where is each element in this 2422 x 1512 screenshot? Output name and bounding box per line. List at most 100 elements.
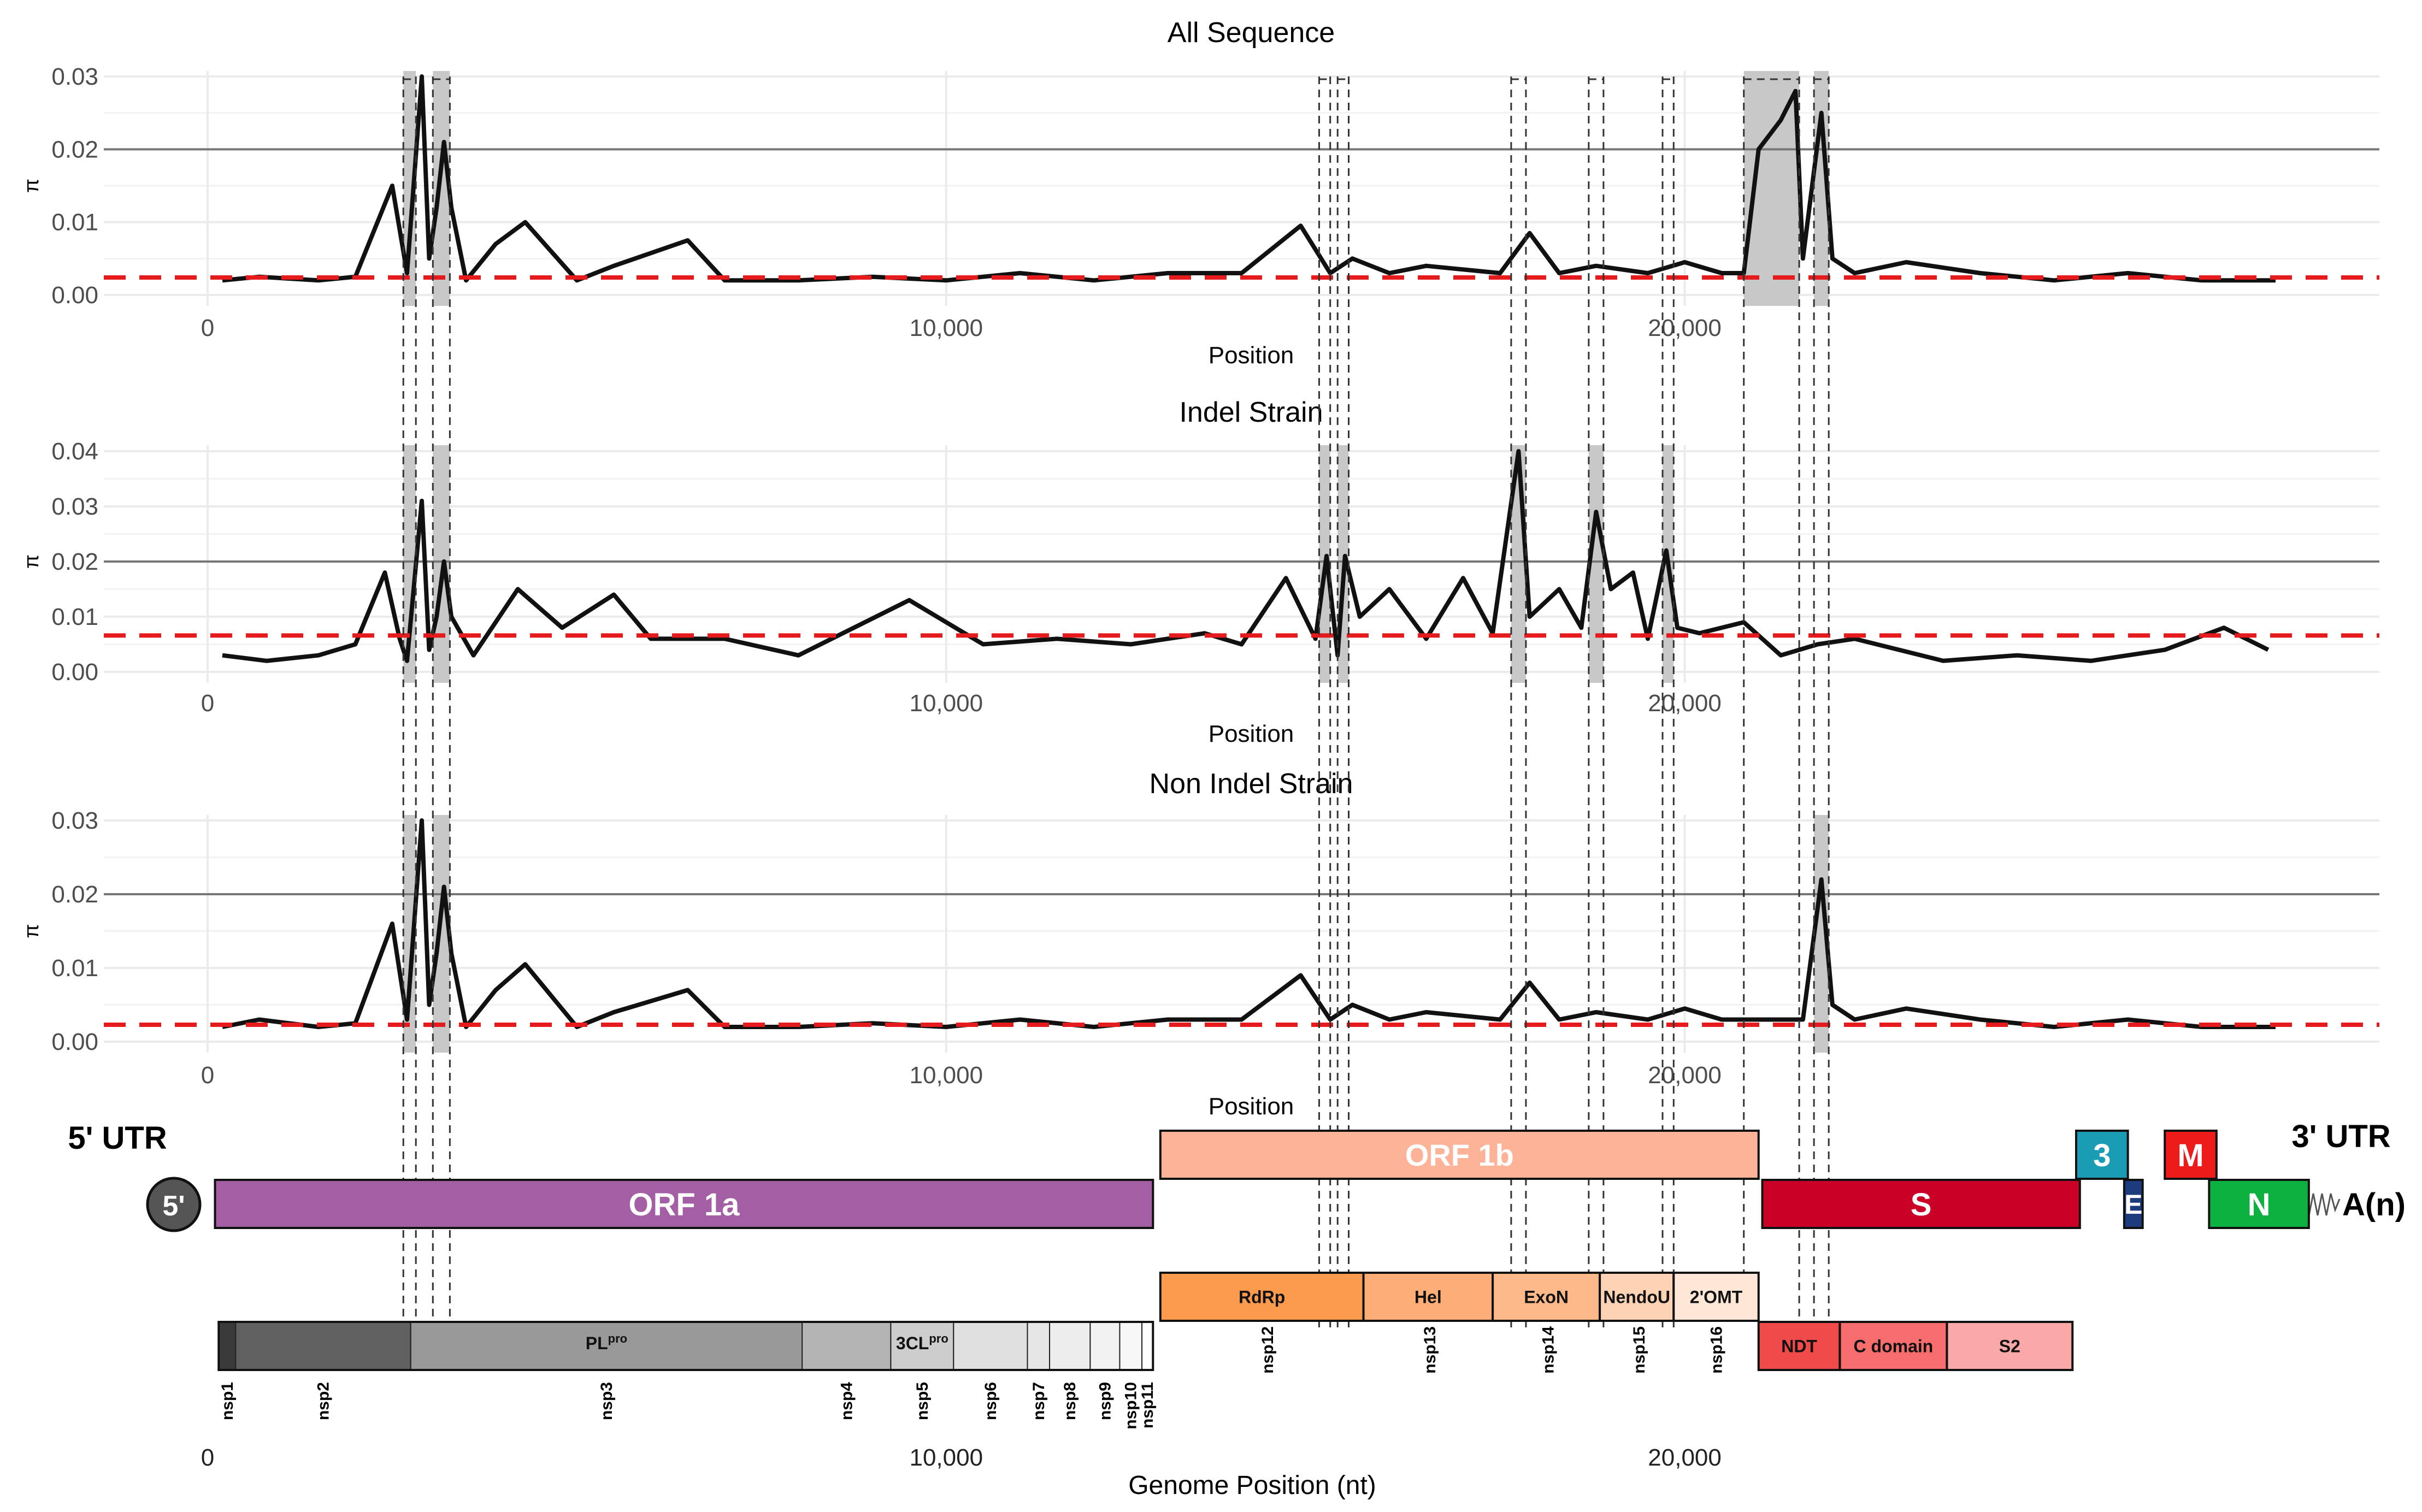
nsp14-label: nsp14 xyxy=(1539,1326,1557,1374)
domain-ndt-label: NDT xyxy=(1781,1337,1817,1356)
y-tick-label: 0.01 xyxy=(51,955,98,982)
panel-2: 0.00 0.01 0.02 0.03 0.04 0 10,000 20,000 Indel S… xyxy=(20,397,2379,747)
utr3-label: 3' UTR xyxy=(2291,1119,2390,1154)
nsp10-box xyxy=(1119,1321,1143,1371)
nsp3-box xyxy=(410,1321,803,1371)
y-tick-label: 0.00 xyxy=(51,282,98,309)
orf-e-label: E xyxy=(2124,1189,2142,1220)
y-tick-label: 0.01 xyxy=(51,604,98,630)
y-tick-label: 0.02 xyxy=(51,136,98,163)
orf-s-label: S xyxy=(1911,1187,1932,1222)
nsp4-box xyxy=(802,1321,892,1371)
y-tick-label: 0.00 xyxy=(51,1029,98,1055)
domain-exon-label: ExoN xyxy=(1524,1287,1569,1307)
domain-2omt-box xyxy=(1672,1272,1760,1322)
y-tick-label: 0.02 xyxy=(51,881,98,908)
panel-y-label: π xyxy=(20,179,43,193)
polya-label: A(n) xyxy=(2342,1187,2406,1222)
domain-exon-box xyxy=(1492,1272,1601,1322)
orf-n-box xyxy=(2208,1179,2310,1229)
nsp6-label: nsp6 xyxy=(982,1382,1000,1420)
nsp4-label: nsp4 xyxy=(838,1382,856,1420)
panel-title: Indel Strain xyxy=(1179,397,1323,428)
x-tick-label: 0 xyxy=(201,1062,214,1089)
panel-y-label: π xyxy=(20,924,43,938)
nsp11-box xyxy=(1141,1321,1154,1371)
orf-m-box xyxy=(2164,1130,2218,1180)
nsp2-box xyxy=(235,1321,411,1371)
panel-x-label: Position xyxy=(1209,342,1294,369)
diversity-series xyxy=(222,818,2276,1029)
y-tick-label: 0.04 xyxy=(51,438,98,465)
nsp7-label: nsp7 xyxy=(1030,1382,1048,1420)
x-tick-label: 20,000 xyxy=(1648,690,1722,717)
nsp10-label: nsp10 xyxy=(1122,1382,1140,1430)
y-tick-label: 0.03 xyxy=(51,807,98,834)
genome-tick-label: 20,000 xyxy=(1648,1444,1722,1471)
panel-3: 0.00 0.01 0.02 0.03 0 10,000 20,000 Non Indel S… xyxy=(20,768,2379,1120)
y-tick-label: 0.02 xyxy=(51,548,98,575)
y-tick-label: 0.00 xyxy=(51,659,98,686)
genome-tick-label: 10,000 xyxy=(909,1444,983,1471)
orf-orf-1b-label: ORF 1b xyxy=(1405,1138,1514,1172)
nsp5-label: nsp5 xyxy=(914,1382,932,1420)
nsp11-label: nsp11 xyxy=(1139,1382,1157,1428)
x-tick-label: 0 xyxy=(201,690,214,717)
nsp16-label: nsp16 xyxy=(1708,1326,1726,1374)
nsp1-box xyxy=(218,1321,237,1371)
highlight-region xyxy=(433,445,450,683)
genome-x-label: Genome Position (nt) xyxy=(1128,1471,1376,1500)
diversity-panels: 0.00 0.01 0.02 0.03 0 10,000 20,000 All Sequenc… xyxy=(20,17,2379,1120)
nsp6-box xyxy=(953,1321,1028,1371)
x-tick-label: 10,000 xyxy=(909,1062,983,1089)
domain-2omt-label: 2'OMT xyxy=(1690,1287,1743,1307)
nsp2-label: nsp2 xyxy=(315,1382,333,1420)
nsp13-label: nsp13 xyxy=(1421,1326,1439,1374)
domain-s2-box xyxy=(1946,1321,2074,1371)
genome-tick-label: 0 xyxy=(201,1444,214,1471)
orf-orf-1b-box xyxy=(1159,1130,1760,1180)
nsp9-label: nsp9 xyxy=(1096,1382,1114,1420)
diversity-series xyxy=(222,74,2276,283)
nsp1-label: nsp1 xyxy=(219,1382,237,1420)
orf-3-box xyxy=(2075,1130,2129,1180)
panel-x-label: Position xyxy=(1209,720,1294,747)
panel-y-label: π xyxy=(20,554,43,569)
utr5-label: 5' UTR xyxy=(68,1120,167,1156)
x-tick-label: 10,000 xyxy=(909,690,983,717)
x-tick-label: 10,000 xyxy=(909,315,983,341)
domain-cdomain-box xyxy=(1838,1321,1948,1371)
nsp7-box xyxy=(1027,1321,1051,1371)
nsp15-label: nsp15 xyxy=(1630,1326,1648,1374)
nsp12-label: nsp12 xyxy=(1259,1326,1277,1374)
orf-n-label: N xyxy=(2248,1187,2271,1222)
highlight-region xyxy=(403,71,416,306)
region-link-lines xyxy=(402,76,1830,1327)
orf-orf-1a-label: ORF 1a xyxy=(628,1187,740,1222)
x-tick-label: 0 xyxy=(201,315,214,341)
diversity-series xyxy=(222,449,2270,663)
domain-cdomain-label: C domain xyxy=(1854,1337,1934,1356)
domain-nendou-label: NendoU xyxy=(1603,1287,1670,1307)
x-tick-label: 20,000 xyxy=(1648,315,1722,341)
nsp8-label: nsp8 xyxy=(1061,1382,1079,1420)
highlight-region xyxy=(403,445,416,683)
panel-title: All Sequence xyxy=(1168,17,1335,49)
cap-circle xyxy=(146,1177,202,1232)
panel-title: Non Indel Strain xyxy=(1150,768,1353,800)
orf-3-label: 3 xyxy=(2093,1138,2111,1173)
nsp3-domain-label: PLpro xyxy=(586,1332,627,1353)
x-tick-label: 20,000 xyxy=(1648,1062,1722,1089)
nsp-row-frame xyxy=(217,1321,1154,1371)
nsp8-box xyxy=(1049,1321,1091,1371)
orf-m-label: M xyxy=(2177,1138,2203,1173)
panel-x-label: Position xyxy=(1209,1093,1294,1120)
highlight-region xyxy=(403,815,416,1053)
orf-e-box xyxy=(2123,1179,2144,1229)
domain-s2-label: S2 xyxy=(1999,1337,2020,1356)
cap-label: 5' xyxy=(162,1190,185,1222)
domain-nendou-box xyxy=(1599,1272,1675,1322)
y-tick-label: 0.03 xyxy=(51,493,98,520)
nsp3-label: nsp3 xyxy=(598,1382,616,1420)
nsp9-box xyxy=(1089,1321,1121,1371)
